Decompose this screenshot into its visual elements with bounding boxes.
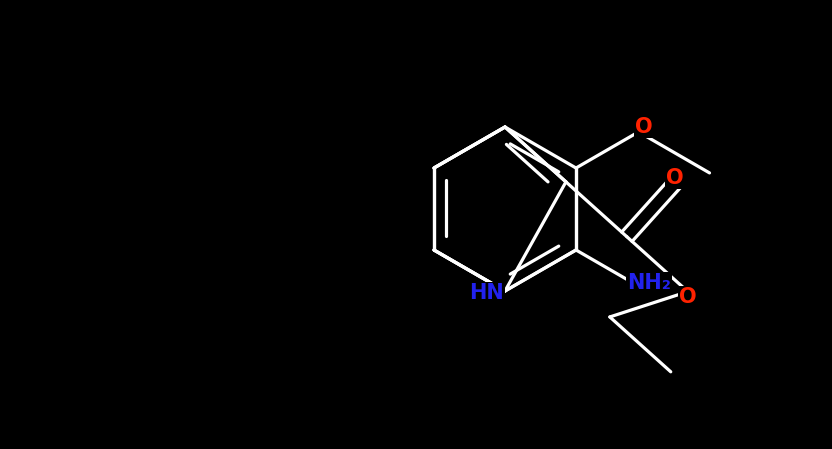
Text: HN: HN bbox=[469, 283, 504, 303]
Text: NH₂: NH₂ bbox=[627, 273, 671, 293]
Text: O: O bbox=[635, 117, 652, 137]
Text: O: O bbox=[679, 286, 696, 307]
Text: O: O bbox=[666, 168, 684, 188]
